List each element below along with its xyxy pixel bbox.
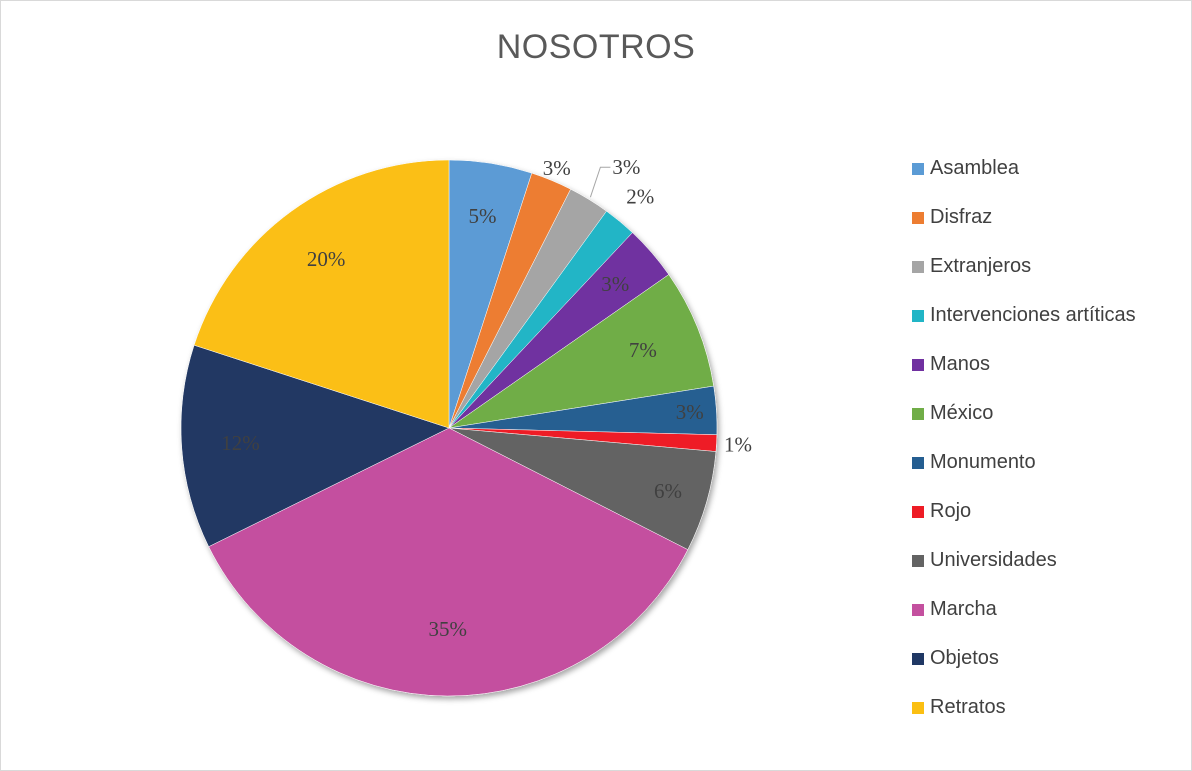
legend-label: Universidades [930,549,1057,571]
data-label-mexico: 7% [629,338,657,362]
leader-line-extranjeros [589,166,611,198]
legend-item-rojo: Rojo [912,487,1136,536]
data-label-disfraz: 3% [543,156,571,180]
legend-label: Retratos [930,696,1006,718]
data-label-manos: 3% [601,272,629,296]
legend-label: Monumento [930,451,1036,473]
legend-item-mexico: México [912,389,1136,438]
legend-swatch [912,652,924,665]
pie-slice-mexico [448,274,714,429]
legend-swatch [912,407,924,420]
data-label-extranjeros: 3% [612,155,640,179]
legend-item-monumento: Monumento [912,438,1136,487]
data-label-asamblea: 5% [469,204,497,228]
legend: Asamblea Disfraz Extranjeros Intervenciones… [912,144,1136,732]
chart-title: NOSOTROS [496,28,696,66]
legend-item-marcha: Marcha [912,585,1136,634]
legend-label: Asamblea [930,157,1019,179]
legend-label: Objetos [930,647,999,669]
pie-slice-objetos [180,344,450,547]
legend-swatch [912,211,924,224]
legend-label: Intervenciones artíticas [930,304,1136,326]
data-label-marcha: 35% [428,617,467,641]
legend-label: Marcha [930,598,997,620]
data-label-intervenciones-artiticas: 2% [626,185,654,209]
legend-item-retratos: Retratos [912,683,1136,732]
legend-swatch [912,309,924,322]
legend-swatch [912,260,924,273]
legend-swatch [912,456,924,469]
legend-item-disfraz: Disfraz [912,193,1136,242]
legend-item-manos: Manos [912,340,1136,389]
data-label-monumento: 3% [676,400,704,424]
legend-swatch [912,358,924,371]
legend-label: Rojo [930,500,972,522]
legend-label: Disfraz [930,206,993,228]
pie-slice-retratos [193,159,450,429]
data-label-retratos: 20% [307,247,346,271]
pie-slice-marcha [208,427,689,697]
legend-label: Extranjeros [930,255,1032,277]
legend-swatch [912,603,924,616]
legend-swatch [912,162,924,175]
legend-item-objetos: Objetos [912,634,1136,683]
data-label-universidades: 6% [654,479,682,503]
legend-swatch [912,554,924,567]
legend-item-asamblea: Asamblea [912,144,1136,193]
legend-label: México [930,402,994,424]
legend-swatch [912,701,924,714]
data-label-rojo: 1% [724,432,752,456]
legend-item-universidades: Universidades [912,536,1136,585]
data-label-objetos: 12% [221,431,260,455]
legend-item-extranjeros: Extranjeros [912,242,1136,291]
legend-item-intervenciones-artiticas: Intervenciones artíticas [912,291,1136,340]
legend-swatch [912,505,924,518]
legend-label: Manos [930,353,991,375]
